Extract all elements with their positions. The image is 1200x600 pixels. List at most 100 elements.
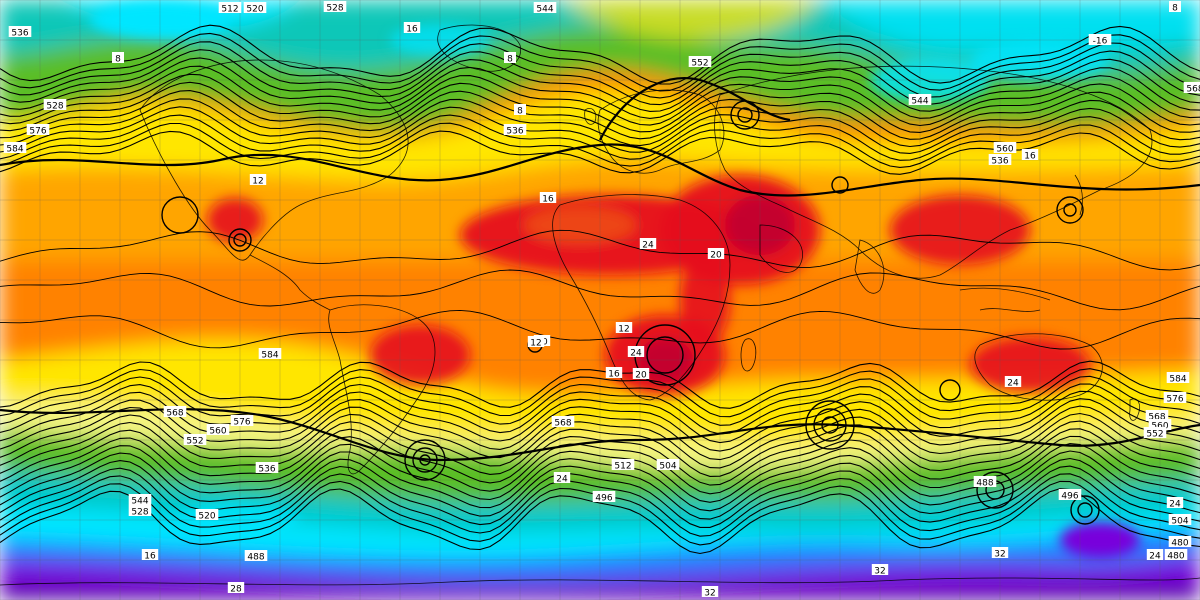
contour-label-text: 24: [1169, 500, 1181, 510]
contour-label-text: 576: [29, 127, 46, 137]
contour-label: 528: [323, 1, 347, 14]
contour-label-bg: [592, 491, 616, 502]
contour-label-bg: [1143, 427, 1167, 438]
contour-label: 16: [1021, 149, 1039, 162]
contour-label-bg: [615, 322, 633, 333]
contour-label: 504: [1168, 514, 1192, 527]
contour-label-text: 560: [209, 427, 226, 437]
contour-label-text: 8: [1172, 4, 1178, 14]
contour-label-bg: [244, 550, 268, 561]
contour-label-bg: [255, 462, 279, 473]
contour-label: 552: [183, 434, 207, 447]
contour-label-bg: [632, 368, 650, 379]
contour-label-text: 576: [233, 418, 250, 428]
contour-label: 24: [627, 346, 645, 359]
contour-label: 32: [701, 586, 719, 599]
contour-line: [0, 81, 1200, 133]
contour-label-text: 16: [144, 552, 156, 562]
contour-label: 568: [1183, 82, 1200, 95]
contour-label: 12: [615, 322, 633, 335]
contour-line: [0, 49, 1200, 106]
contour-label-text: 32: [874, 567, 885, 577]
contour-label-bg: [605, 367, 623, 378]
contour-label-text: 584: [1169, 375, 1186, 385]
contour-label-text: 528: [46, 102, 63, 112]
contour-label-bg: [503, 124, 527, 135]
contour-label-text: 20: [710, 251, 722, 261]
contour-label-text: 16: [1024, 152, 1036, 162]
contour-line: [0, 428, 1200, 486]
contour-label-bg: [8, 26, 32, 37]
coastlines: [0, 24, 1200, 586]
contour-label-text: 504: [1171, 517, 1188, 527]
contour-label-text: 496: [595, 494, 612, 504]
contour-line: [0, 73, 1200, 127]
contour-label-bg: [206, 424, 230, 435]
contour-label-bg: [551, 416, 575, 427]
contour-labels: 5125205285448536165525688853654453652856…: [3, 1, 1200, 599]
contour-label: 552: [1143, 427, 1167, 440]
contour-label-bg: [1146, 549, 1164, 560]
contour-label-bg: [701, 586, 719, 597]
contour-label-text: 16: [406, 25, 418, 35]
contour-label-text: 552: [186, 437, 203, 447]
contour-label-bg: [1004, 376, 1022, 387]
contour-line: [0, 375, 1200, 426]
contour-line: [0, 269, 1200, 311]
contour-label-text: 480: [1171, 539, 1188, 549]
contour-label-text: 28: [230, 585, 242, 595]
contour-label-text: 16: [608, 370, 620, 380]
contour-label: 32: [871, 564, 889, 577]
contour-label: 16: [403, 22, 421, 35]
contour-label: 536: [988, 154, 1012, 167]
contour-label-text: 480: [1167, 552, 1184, 562]
hot-anomalies: [207, 175, 1090, 395]
contour-label-text: 528: [326, 4, 343, 14]
contour-line: [0, 405, 1200, 461]
contour-label: 576: [230, 415, 254, 428]
contour-label-bg: [1166, 372, 1190, 383]
contour-label: 24: [639, 238, 657, 251]
contour-label-text: 568: [1186, 85, 1200, 95]
contour-label: 528: [128, 505, 152, 518]
contour-label-text: 536: [991, 157, 1008, 167]
contour-line: [0, 65, 1200, 119]
contour-label-bg: [128, 494, 152, 505]
contour-label-text: 488: [247, 553, 264, 563]
contour-label: 520: [243, 2, 267, 15]
contour-label: 552: [688, 56, 712, 69]
contour-line: [0, 57, 1200, 112]
contour-label-text: 8: [517, 107, 523, 117]
contour-label-text: 32: [994, 550, 1005, 560]
contour-line: [0, 360, 1200, 409]
contour-label-bg: [218, 2, 242, 13]
contour-line: [0, 106, 1200, 154]
contour-label: 528: [43, 99, 67, 112]
contour-label: 480: [1164, 549, 1188, 562]
contour-label-text: 24: [1007, 379, 1019, 389]
contour-label-bg: [3, 142, 27, 153]
contour-label-bg: [991, 547, 1009, 558]
contour-label-bg: [871, 564, 889, 575]
contour-line: [0, 435, 1200, 495]
contour-label-text: 8: [507, 55, 513, 65]
contour-line: [0, 488, 1200, 555]
contour-label-text: 544: [911, 97, 928, 107]
contour-label-text: 568: [554, 419, 571, 429]
contour-label-text: 536: [258, 465, 275, 475]
contour-label: 536: [503, 124, 527, 137]
contour-label-bg: [627, 346, 645, 357]
contour-label-bg: [1166, 497, 1184, 508]
contour-label: 12: [249, 174, 267, 187]
contour-label: 544: [908, 94, 932, 107]
contour-line: [0, 229, 1200, 271]
contour-label-bg: [688, 56, 712, 67]
contour-label-text: 560: [996, 145, 1013, 155]
contour-label: 496: [1058, 489, 1082, 502]
contour-label-text: 504: [659, 462, 676, 472]
contour-line: [0, 32, 1200, 92]
contour-label-text: 536: [506, 127, 523, 137]
contour-label: 512: [218, 2, 242, 15]
contour-label: 480: [1168, 536, 1192, 549]
contour-label: 24: [1146, 549, 1164, 562]
